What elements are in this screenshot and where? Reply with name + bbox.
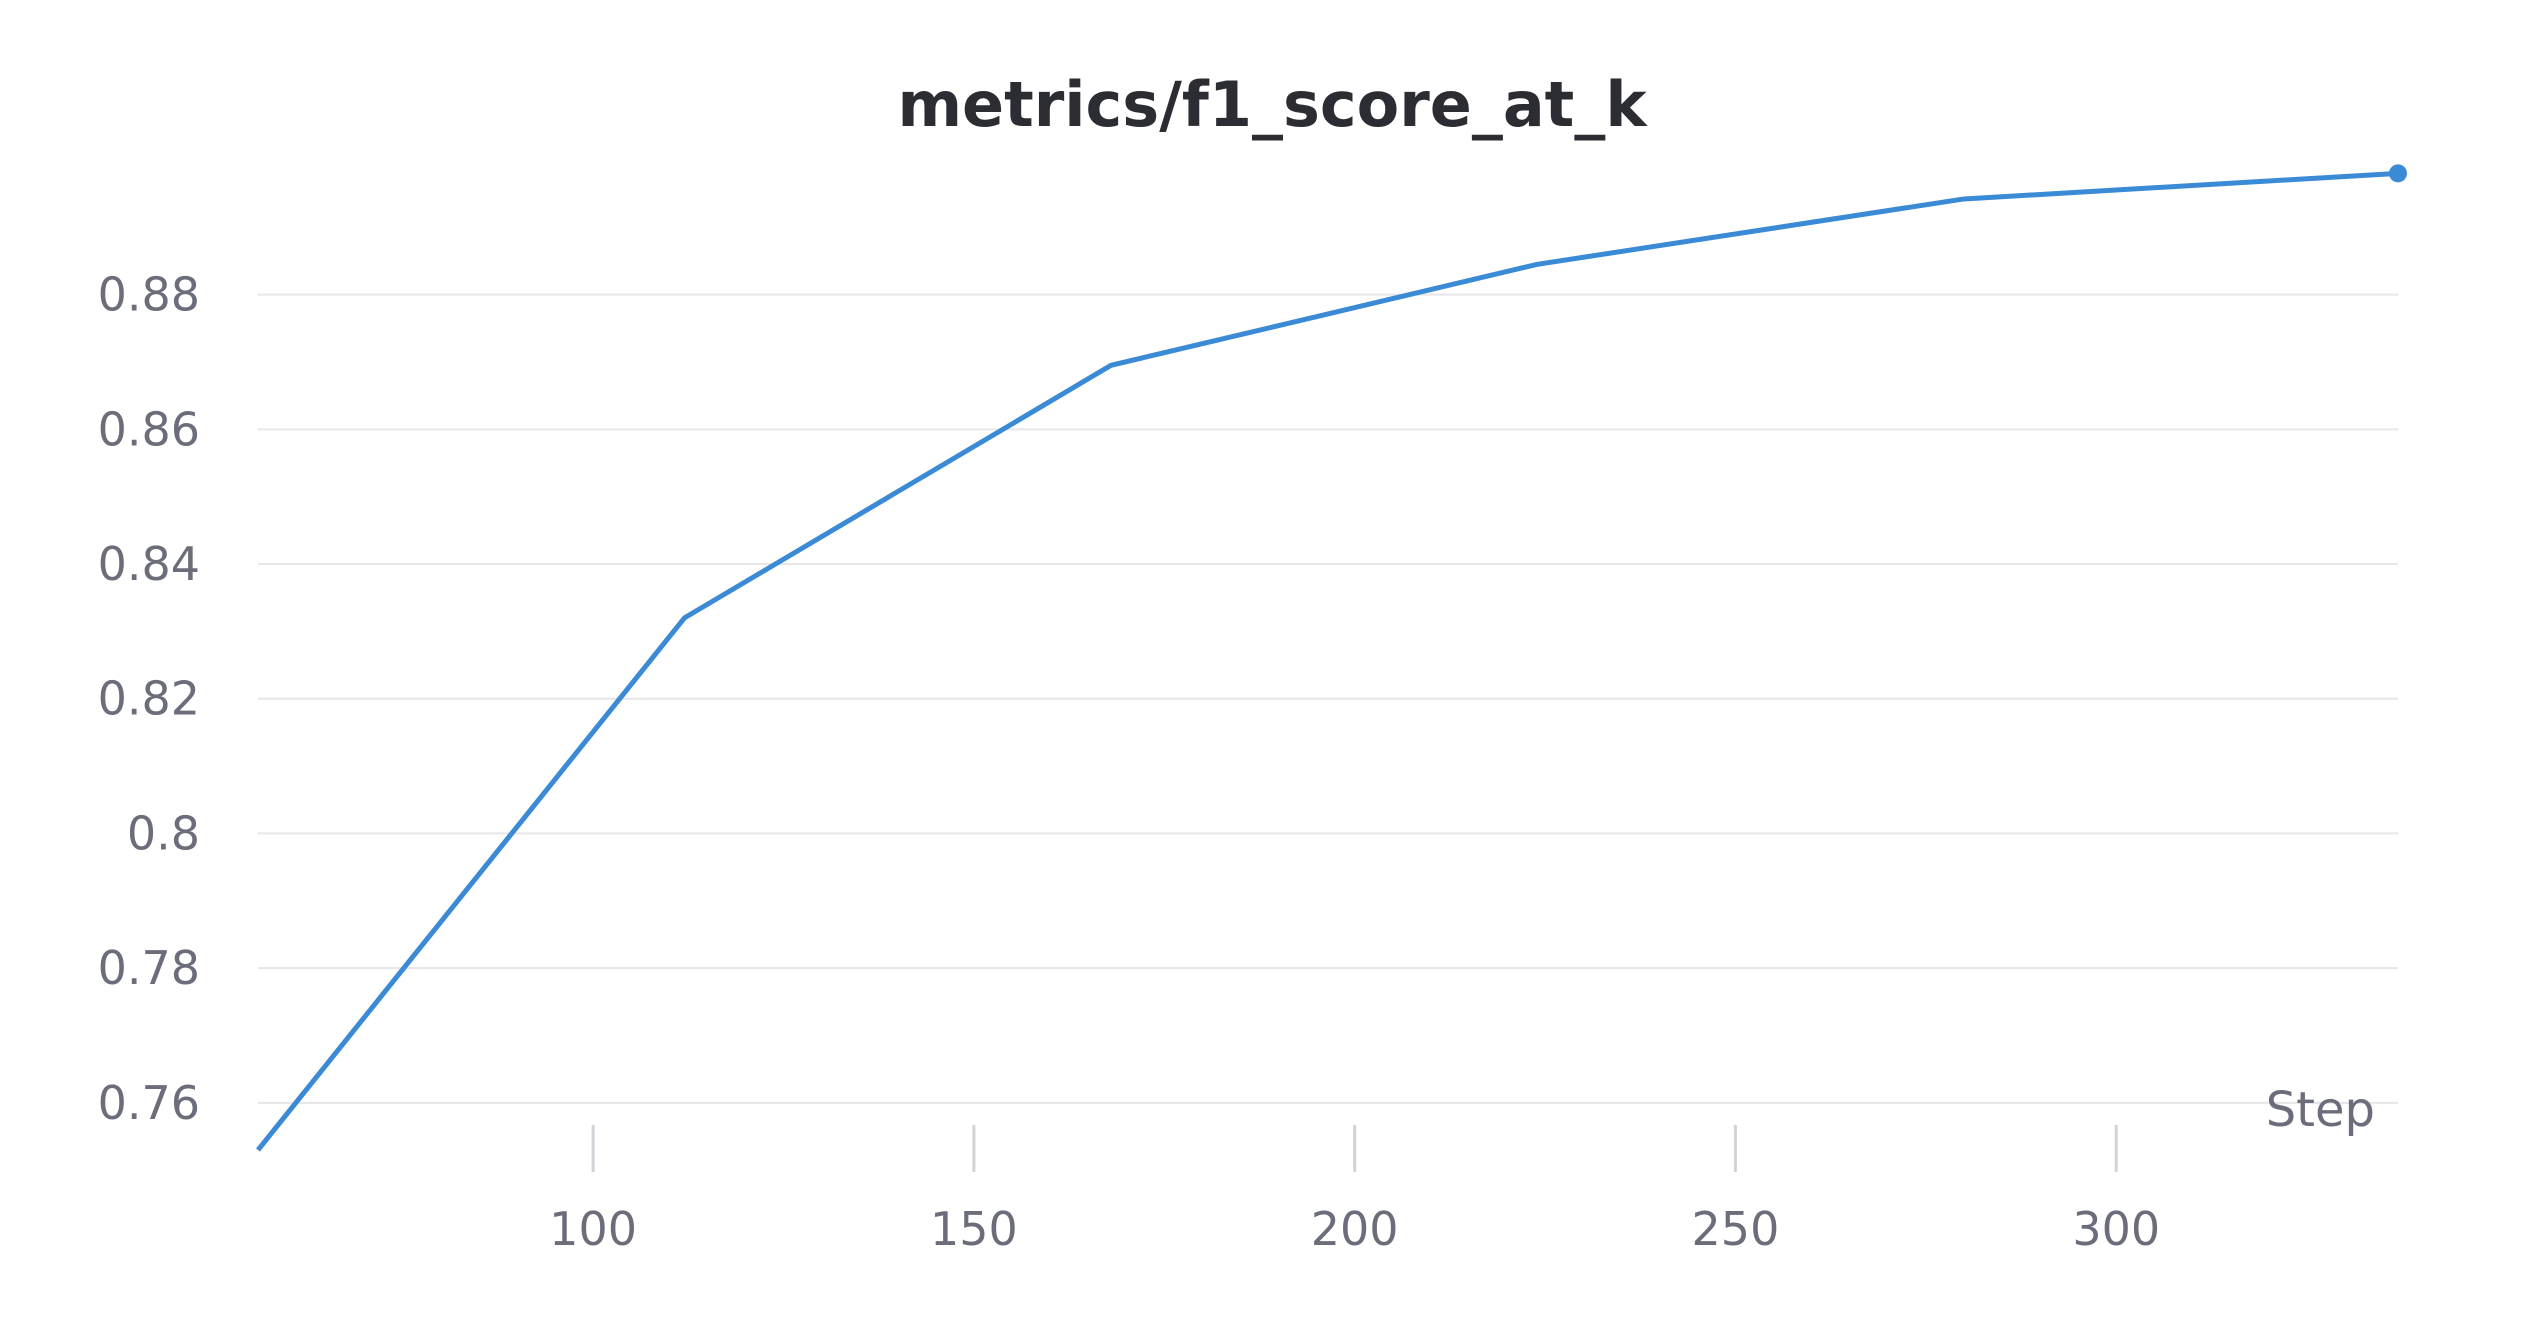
y-tick-label: 0.76	[98, 1076, 200, 1130]
x-tick-label: 100	[549, 1202, 637, 1256]
x-tick-label: 200	[1311, 1202, 1399, 1256]
x-axis-ticks: 100 150 200 250 300	[549, 1125, 2160, 1256]
x-axis-label: Step	[2266, 1082, 2375, 1138]
y-tick-label: 0.82	[98, 672, 200, 726]
y-tick-label: 0.78	[98, 941, 200, 995]
x-tick-label: 300	[2072, 1202, 2160, 1256]
x-tick-label: 250	[1692, 1202, 1780, 1256]
gridlines	[258, 293, 2398, 1104]
y-tick-label: 0.88	[98, 268, 200, 322]
chart-title: metrics/f1_score_at_k	[897, 68, 1648, 141]
series-line	[256, 170, 2399, 1152]
y-tick-label: 0.84	[98, 537, 200, 591]
series-layer	[256, 164, 2407, 1152]
y-axis-ticks: 0.76 0.78 0.8 0.82 0.84 0.86 0.88	[98, 268, 200, 1130]
x-tick-label: 150	[930, 1202, 1018, 1256]
y-tick-label: 0.8	[127, 806, 200, 860]
series-end-point	[2389, 164, 2407, 183]
y-tick-label: 0.86	[98, 402, 200, 456]
